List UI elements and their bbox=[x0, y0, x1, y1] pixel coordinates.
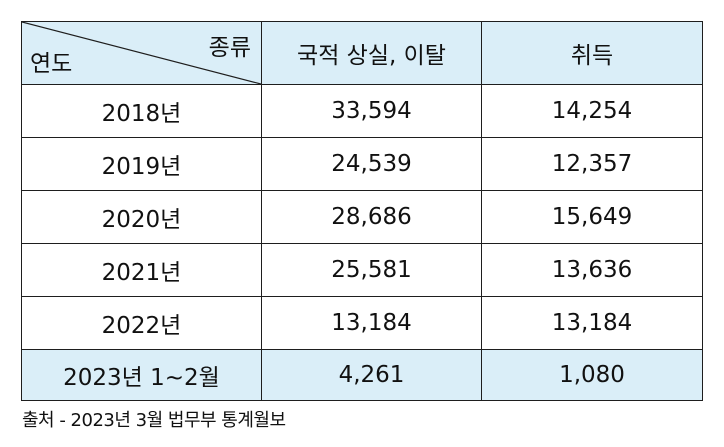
source-caption: 출처 - 2023년 3월 법무부 통계월보 bbox=[22, 410, 286, 431]
table-total-row: 2023년 1~2월 4,261 1,080 bbox=[21, 349, 703, 401]
loss-cell: 28,686 bbox=[261, 190, 482, 244]
header-loss-column: 국적 상실, 이탈 bbox=[261, 21, 482, 85]
diagonal-header-cell: 종류 연도 bbox=[21, 21, 262, 85]
year-cell: 2020년 bbox=[21, 190, 262, 244]
year-cell: 2023년 1~2월 bbox=[21, 349, 262, 401]
table-row: 2022년 13,184 13,184 bbox=[21, 296, 703, 350]
acquire-cell: 15,649 bbox=[481, 190, 703, 244]
table-row: 2020년 28,686 15,649 bbox=[21, 190, 703, 244]
loss-cell: 13,184 bbox=[261, 296, 482, 350]
nationality-statistics-table: 종류 연도 국적 상실, 이탈 취득 2018년 33,594 14,254 2… bbox=[21, 21, 703, 401]
acquire-cell: 13,636 bbox=[481, 243, 703, 297]
diagonal-line bbox=[22, 22, 261, 84]
header-category-label: 종류 bbox=[208, 35, 251, 61]
year-cell: 2019년 bbox=[21, 137, 262, 191]
year-cell: 2021년 bbox=[21, 243, 262, 297]
acquire-cell: 14,254 bbox=[481, 84, 703, 138]
loss-cell: 33,594 bbox=[261, 84, 482, 138]
acquire-cell: 12,357 bbox=[481, 137, 703, 191]
header-acquire-column: 취득 bbox=[481, 21, 703, 85]
table-row: 2018년 33,594 14,254 bbox=[21, 84, 703, 138]
acquire-cell: 1,080 bbox=[481, 349, 703, 401]
table-row: 2021년 25,581 13,636 bbox=[21, 243, 703, 297]
header-year-label: 연도 bbox=[30, 51, 73, 77]
table-row: 2019년 24,539 12,357 bbox=[21, 137, 703, 191]
loss-cell: 24,539 bbox=[261, 137, 482, 191]
loss-cell: 25,581 bbox=[261, 243, 482, 297]
year-cell: 2018년 bbox=[21, 84, 262, 138]
acquire-cell: 13,184 bbox=[481, 296, 703, 350]
year-cell: 2022년 bbox=[21, 296, 262, 350]
loss-cell: 4,261 bbox=[261, 349, 482, 401]
table-header-row: 종류 연도 국적 상실, 이탈 취득 bbox=[21, 21, 703, 85]
statistics-table-container: 종류 연도 국적 상실, 이탈 취득 2018년 33,594 14,254 2… bbox=[21, 21, 703, 401]
